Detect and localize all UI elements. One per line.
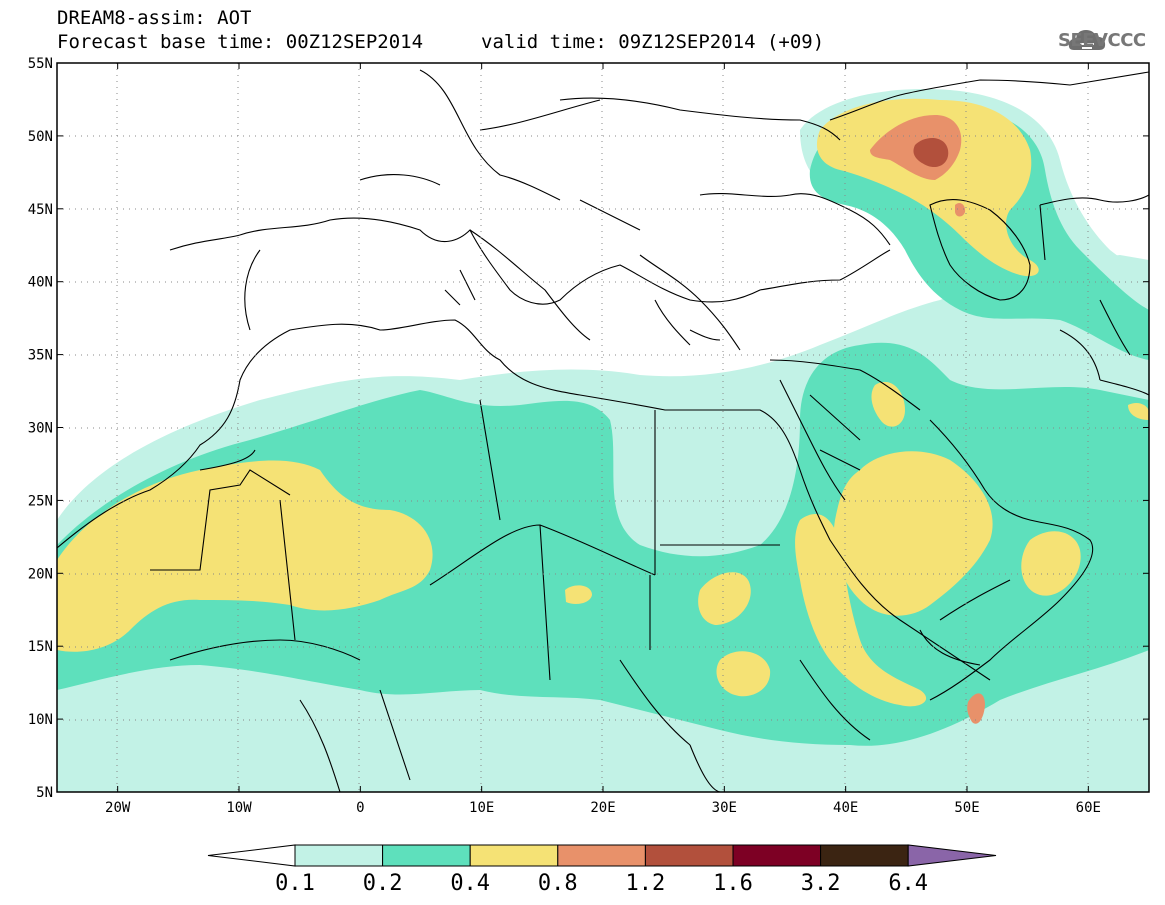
latitude-labels: 55N 50N 45N 40N 35N 30N 25N 20N 15N 10N 5N xyxy=(28,56,53,801)
colorbar-label: 0.2 xyxy=(363,871,403,896)
cloud-logo-icon xyxy=(1068,30,1106,50)
longitude-labels: 20W 10W 0 10E 20E 30E 40E 50E 60E xyxy=(105,800,1101,816)
colorbar-label: 6.4 xyxy=(888,871,928,896)
lon-tick-label: 10W xyxy=(226,800,252,816)
lat-tick-label: 25N xyxy=(28,493,53,509)
colorbar-over-arrow xyxy=(907,844,997,867)
colorbar-label: 1.6 xyxy=(713,871,753,896)
colorbar-swatch xyxy=(382,844,471,867)
colorbar-labels: 0.1 0.2 0.4 0.8 1.2 1.6 3.2 6.4 xyxy=(275,871,928,896)
colorbar-label: 0.8 xyxy=(538,871,578,896)
lon-tick-label: 40E xyxy=(833,800,858,816)
aot-fields xyxy=(57,89,1149,792)
lon-tick-label: 60E xyxy=(1076,800,1101,816)
lon-tick-label: 20E xyxy=(590,800,615,816)
lat-tick-label: 15N xyxy=(28,639,53,655)
coastlines xyxy=(57,69,1149,792)
valid-time: valid time: 09Z12SEP2014 (+09) xyxy=(481,31,825,53)
colorbar-label: 3.2 xyxy=(801,871,841,896)
colorbar-swatch xyxy=(644,844,734,867)
colorbar-label: 0.1 xyxy=(275,871,315,896)
colorbar-swatch xyxy=(732,844,822,867)
lon-tick-label: 50E xyxy=(954,800,979,816)
lat-tick-label: 5N xyxy=(36,785,53,801)
lat-tick-label: 50N xyxy=(28,129,53,145)
lat-tick-label: 35N xyxy=(28,348,53,364)
lat-tick-label: 10N xyxy=(28,712,53,728)
lon-tick-label: 20W xyxy=(105,800,131,816)
lat-tick-label: 30N xyxy=(28,421,53,437)
colorbar-under-arrow xyxy=(207,844,296,867)
lat-tick-label: 55N xyxy=(28,56,53,72)
grid-lines xyxy=(57,63,1149,792)
colorbar-swatch xyxy=(469,844,559,867)
colorbar-label: 0.4 xyxy=(450,871,490,896)
colorbar-label: 1.2 xyxy=(626,871,666,896)
map-title: DREAM8-assim: AOT xyxy=(57,7,252,29)
lon-tick-label: 0 xyxy=(356,800,364,816)
colorbar-swatch xyxy=(820,844,909,867)
lon-tick-label: 10E xyxy=(469,800,494,816)
colorbar-swatch xyxy=(294,844,384,867)
lat-tick-label: 45N xyxy=(28,202,53,218)
forecast-base-time: Forecast base time: 00Z12SEP2014 xyxy=(57,31,424,53)
colorbar xyxy=(207,844,997,867)
lat-tick-label: 40N xyxy=(28,275,53,291)
lon-tick-label: 30E xyxy=(712,800,737,816)
lat-tick-label: 20N xyxy=(28,566,53,582)
tick-marks xyxy=(57,62,1149,793)
logo-text: SEEVCCC xyxy=(1058,30,1146,51)
colorbar-swatch xyxy=(557,844,646,867)
